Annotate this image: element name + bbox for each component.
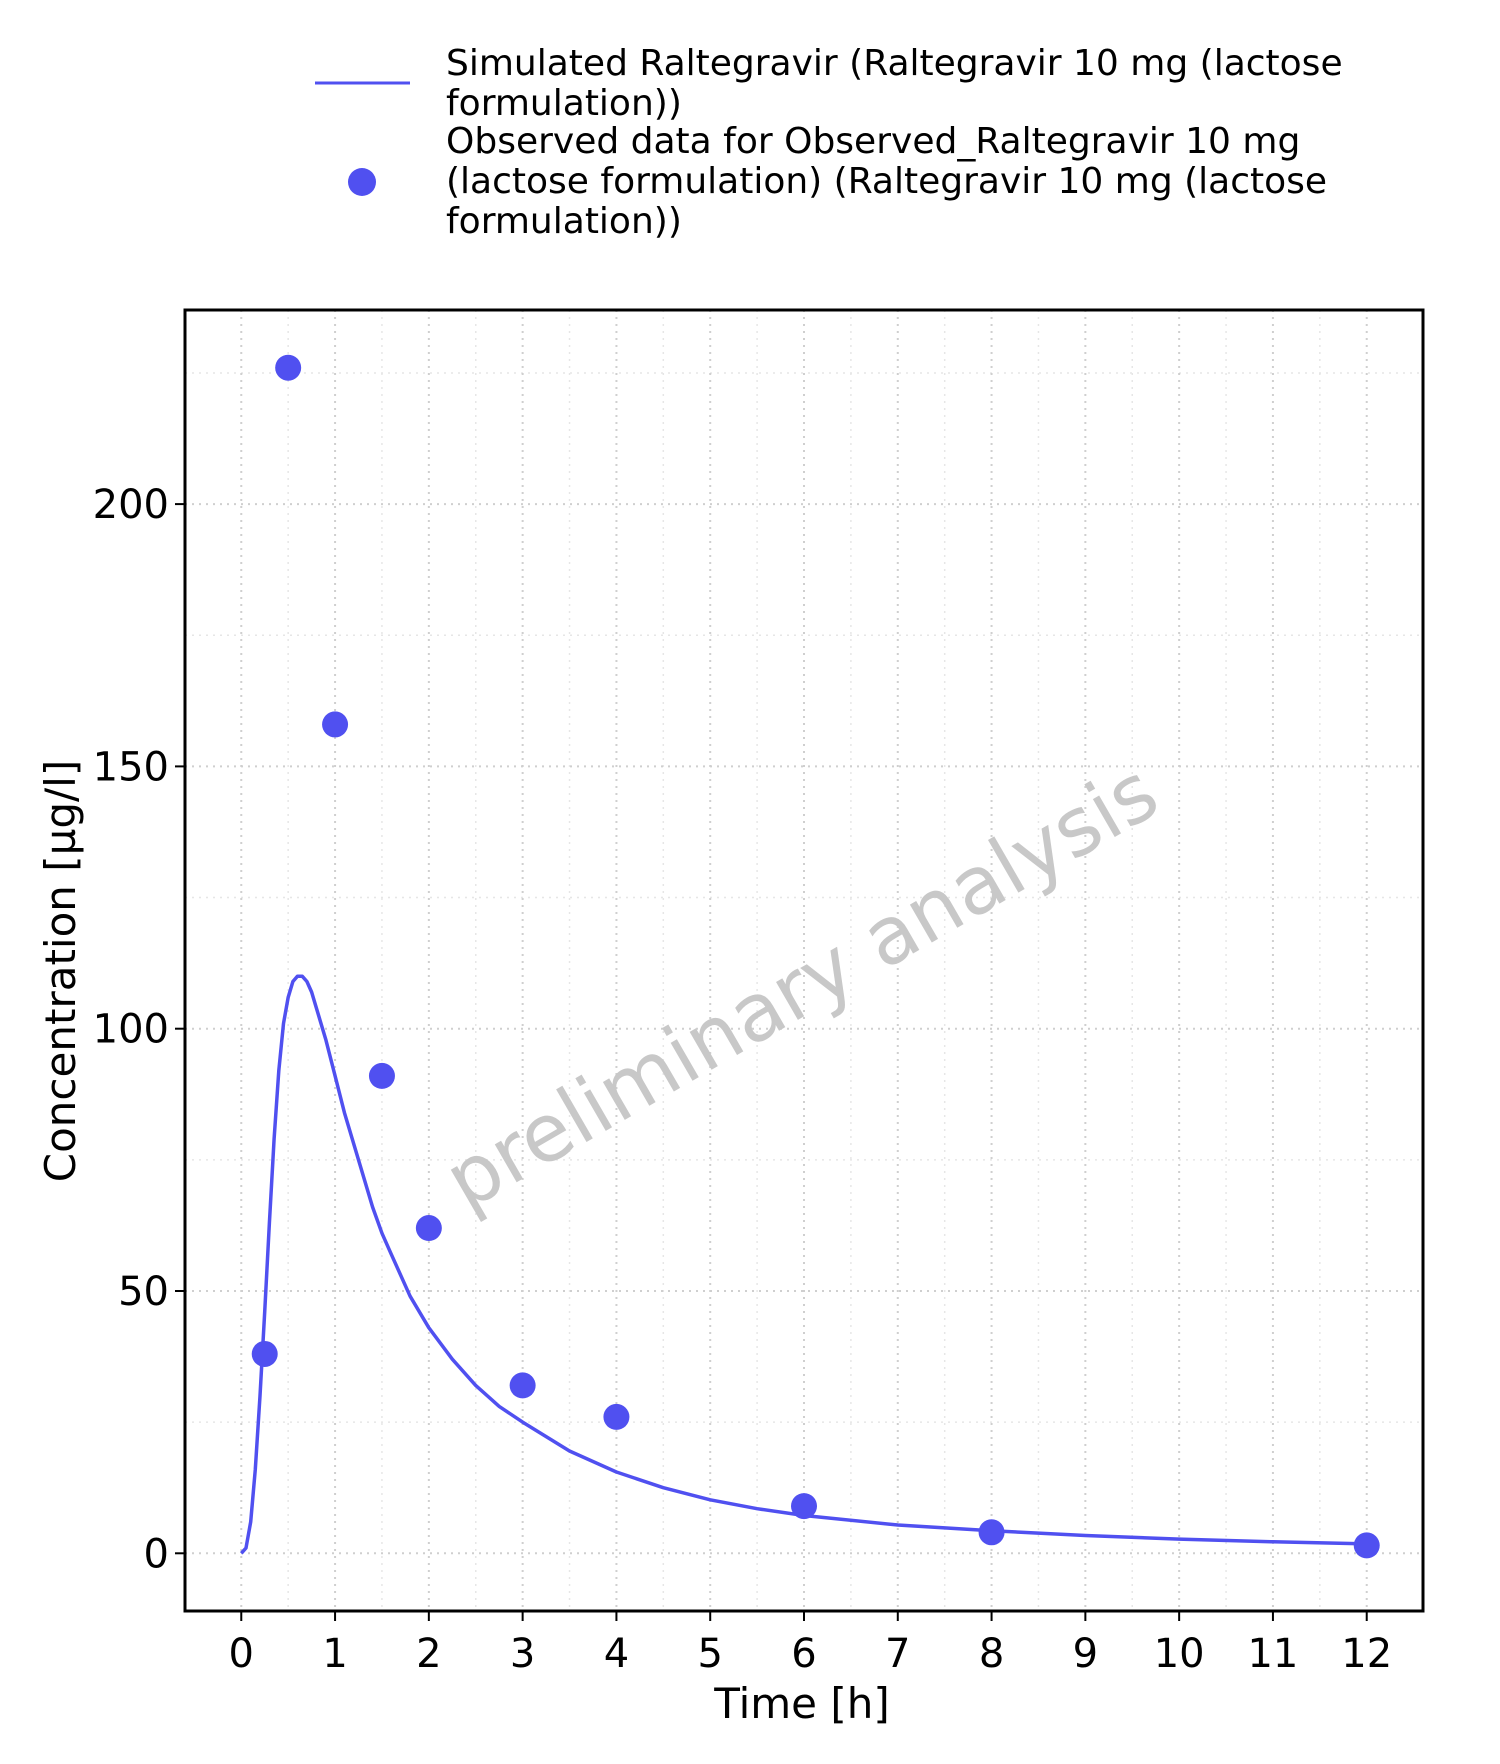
x-tick-label: 8 — [979, 1631, 1004, 1677]
simulated-line — [239, 974, 1367, 1555]
x-tick-label: 9 — [1073, 1631, 1098, 1677]
observed-point — [509, 1372, 536, 1399]
legend-obs-label-2: (lactose formulation) (Raltegravir 10 mg… — [446, 161, 1327, 202]
observed-point — [978, 1519, 1005, 1546]
legend-obs-label-3: formulation)) — [446, 201, 682, 242]
y-tick-label: 200 — [93, 482, 169, 528]
y-tick-label: 150 — [93, 744, 169, 790]
legend-obs-label-1: Observed data for Observed_Raltegravir 1… — [446, 121, 1300, 162]
legend-line-label-2: formulation)) — [446, 83, 682, 124]
observed-point — [368, 1062, 395, 1089]
x-tick-label: 12 — [1341, 1631, 1392, 1677]
y-axis-title: Concentration [µg/l] — [36, 760, 85, 1182]
y-tick-label: 50 — [118, 1269, 169, 1315]
x-tick-label: 3 — [510, 1631, 535, 1677]
y-tick-label: 100 — [93, 1007, 169, 1053]
x-tick-label: 6 — [791, 1631, 816, 1677]
legend: Simulated Raltegravir (Raltegravir 10 mg… — [315, 43, 1343, 242]
observed-point — [1353, 1532, 1380, 1559]
observed-point — [322, 711, 349, 738]
observed-point — [603, 1403, 630, 1430]
x-tick-label: 1 — [322, 1631, 347, 1677]
x-tick-label: 11 — [1247, 1631, 1298, 1677]
x-tick-label: 10 — [1154, 1631, 1205, 1677]
watermark-text: preliminary analysis — [429, 745, 1173, 1228]
legend-point-swatch — [348, 168, 376, 196]
x-axis: 0 1 2 3 4 5 6 7 8 9 10 11 12 — [229, 1611, 1392, 1677]
x-axis-title: Time [h] — [713, 1679, 890, 1728]
y-axis: 0 50 100 150 200 — [93, 482, 185, 1577]
x-tick-label: 7 — [885, 1631, 910, 1677]
observed-point — [415, 1215, 442, 1242]
x-tick-label: 2 — [416, 1631, 441, 1677]
legend-line-label-1: Simulated Raltegravir (Raltegravir 10 mg… — [446, 43, 1343, 84]
x-tick-label: 4 — [604, 1631, 629, 1677]
series-layer — [239, 354, 1380, 1559]
observed-point — [251, 1340, 278, 1367]
y-tick-label: 0 — [144, 1531, 169, 1577]
x-tick-label: 0 — [229, 1631, 254, 1677]
x-tick-label: 5 — [697, 1631, 722, 1677]
observed-point — [791, 1493, 817, 1520]
observed-point — [275, 354, 302, 381]
